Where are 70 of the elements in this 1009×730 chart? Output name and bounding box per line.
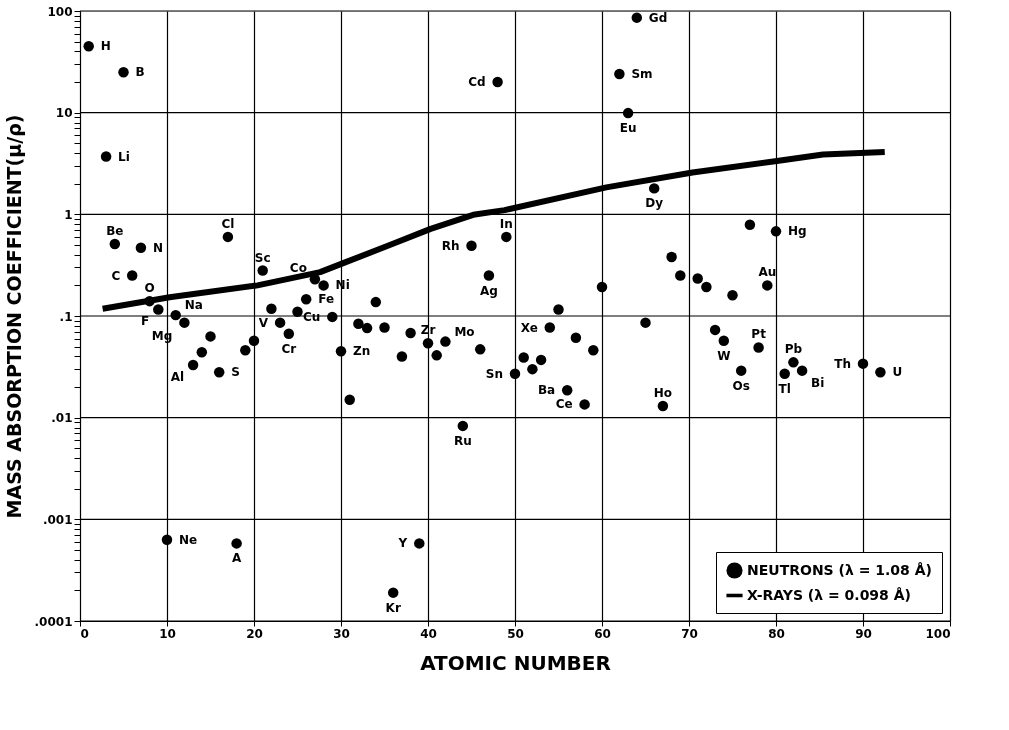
annotation: Co xyxy=(289,261,307,276)
x-tick-label: 80 xyxy=(768,626,785,641)
annotation: Ho xyxy=(653,386,673,401)
annotation: Fe xyxy=(318,292,335,307)
annotation: Ba xyxy=(537,383,556,398)
annotation: Li xyxy=(118,149,130,164)
annotation: Ne xyxy=(179,532,198,547)
annotation: B xyxy=(135,65,145,80)
annotation: W xyxy=(717,348,731,363)
annotation: Pt xyxy=(751,327,767,342)
annotation: A xyxy=(231,551,242,566)
y-tick-label: .01 xyxy=(51,411,73,426)
x-axis-title: ATOMIC NUMBER xyxy=(420,650,611,675)
annotation: Zn xyxy=(353,344,371,359)
annotation: Al xyxy=(170,369,185,384)
annotation: Ce xyxy=(555,397,573,412)
annotation: N xyxy=(152,240,163,255)
annotation: V xyxy=(258,315,269,330)
annotation: Gd xyxy=(648,10,668,25)
y-tick-label: 100 xyxy=(47,4,73,19)
annotation: Au xyxy=(758,265,777,280)
annotation: Cu xyxy=(302,309,321,324)
x-tick-label: 90 xyxy=(855,626,872,641)
annotation: Sm xyxy=(631,67,653,82)
annotation: Rh xyxy=(441,238,460,253)
annotation: Th xyxy=(834,356,851,371)
annotation: Ag xyxy=(479,283,498,298)
y-axis-title: MASS ABSORPTION COEFFICIENT(μ/ρ) xyxy=(2,114,25,519)
annotation: U xyxy=(892,365,903,380)
annotation: Bi xyxy=(811,375,825,390)
annotation: Y xyxy=(397,536,408,551)
annotation: Xe xyxy=(520,320,538,335)
legend-label: X-RAYS (λ = 0.098 Å) xyxy=(747,586,911,603)
annotation: In xyxy=(499,216,513,231)
x-tick-label: 100 xyxy=(925,626,951,641)
y-tick-label: .0001 xyxy=(34,614,73,629)
annotation: Cd xyxy=(468,75,486,90)
annotation: F xyxy=(141,314,150,329)
annotation: Na xyxy=(184,298,203,313)
annotation: S xyxy=(231,365,240,380)
annotation: H xyxy=(100,39,111,54)
annotation: Cr xyxy=(281,341,297,356)
x-tick-label: 50 xyxy=(507,626,524,641)
x-tick-label: 40 xyxy=(420,626,437,641)
y-tick-label: .1 xyxy=(59,309,73,324)
annotation: Tl xyxy=(778,381,791,396)
x-tick-label: 30 xyxy=(333,626,350,641)
x-tick-label: 60 xyxy=(594,626,611,641)
annotation: Be xyxy=(106,224,124,239)
annotation: Sn xyxy=(485,366,503,381)
annotation: C xyxy=(111,268,121,283)
y-tick-label: .001 xyxy=(42,512,73,527)
annotation: Os xyxy=(732,378,750,393)
annotation: Hg xyxy=(788,224,807,239)
legend-label: NEUTRONS (λ = 1.08 Å) xyxy=(747,561,932,578)
annotation: Sc xyxy=(254,250,271,265)
annotation: O xyxy=(144,281,155,296)
annotation: Dy xyxy=(645,196,664,211)
x-tick-label: 20 xyxy=(246,626,263,641)
annotation: Mo xyxy=(454,324,475,339)
x-tick-label: 70 xyxy=(681,626,698,641)
annotation: Ru xyxy=(453,433,472,448)
annotation: Pb xyxy=(784,342,803,357)
x-tick-label: 0 xyxy=(80,626,89,641)
annotation: Cl xyxy=(221,216,235,231)
annotation: Kr xyxy=(385,600,401,615)
annotation: Eu xyxy=(619,121,637,136)
x-tick-label: 10 xyxy=(159,626,176,641)
y-tick-label: 10 xyxy=(55,106,73,121)
y-tick-label: 1 xyxy=(64,207,73,222)
